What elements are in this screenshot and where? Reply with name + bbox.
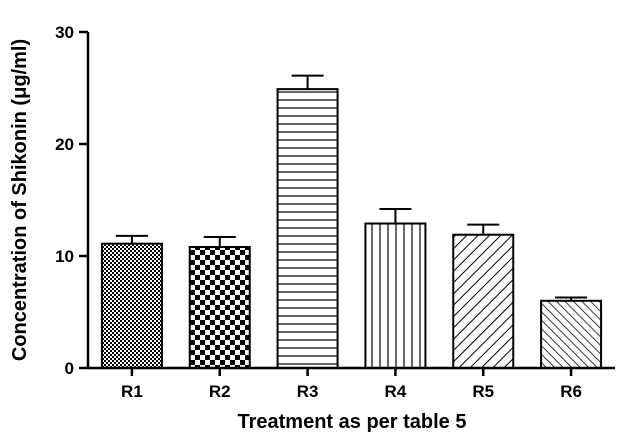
y-tick-label: 20 bbox=[55, 135, 74, 154]
plot-area: 0 10 20 30 R1 R2 R3 R4 R5 R6 bbox=[55, 23, 603, 401]
y-tick-label: 10 bbox=[55, 247, 74, 266]
y-tick-label: 0 bbox=[65, 359, 74, 378]
bar-r6 bbox=[540, 299, 603, 369]
bar-r4 bbox=[364, 222, 427, 369]
x-tick-label: R1 bbox=[121, 382, 143, 401]
x-axis-title: Treatment as per table 5 bbox=[238, 411, 467, 433]
bar-r1 bbox=[100, 242, 163, 369]
y-tick-label: 30 bbox=[55, 23, 74, 42]
bar-r5 bbox=[452, 233, 515, 369]
x-tick-label: R6 bbox=[560, 382, 582, 401]
x-tick-label: R2 bbox=[209, 382, 231, 401]
bar-r2 bbox=[188, 246, 251, 369]
y-axis-title: Concentration of Shikonin (μg/ml) bbox=[9, 39, 31, 361]
x-tick-label: R5 bbox=[472, 382, 494, 401]
x-tick-label: R4 bbox=[385, 382, 407, 401]
x-tick-label: R3 bbox=[297, 382, 319, 401]
bar-r3 bbox=[276, 88, 339, 370]
